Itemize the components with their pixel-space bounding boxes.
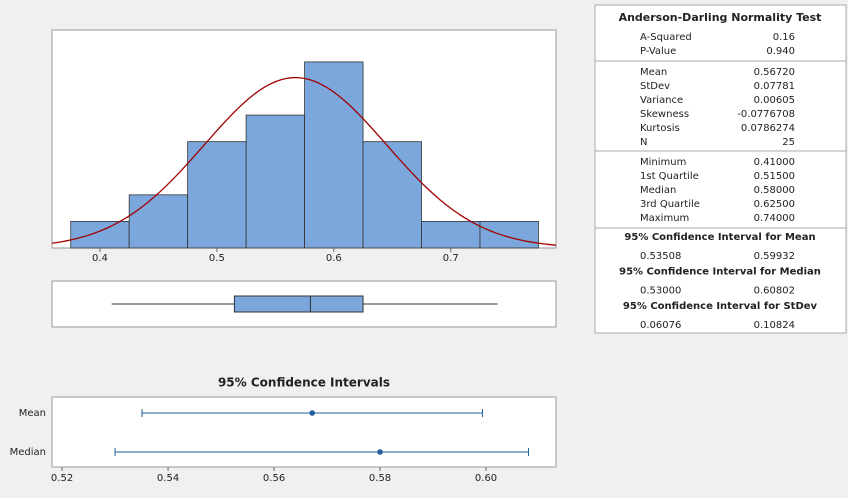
y-category-label: Mean: [19, 408, 46, 419]
x-tick-label: 0.4: [92, 253, 108, 264]
summary-table: [594, 4, 847, 334]
box: [233, 295, 364, 313]
stat-value: 0.00605: [754, 95, 795, 106]
histogram-bar: [362, 141, 422, 249]
stat-value: 0.62500: [754, 199, 795, 210]
x-tick-label: 0.7: [443, 253, 459, 264]
stat-label: Variance: [640, 95, 683, 106]
interval-heading: 95% Confidence Interval for Median: [619, 267, 821, 278]
histogram-bar: [479, 221, 539, 249]
histogram-bar: [245, 114, 305, 249]
interval-lower: 0.06076: [640, 320, 681, 331]
interval-upper: 0.60802: [754, 286, 795, 297]
interval-upper: 0.10824: [754, 320, 795, 331]
table-title: Anderson-Darling Normality Test: [619, 11, 822, 24]
x-tick-label: 0.54: [157, 473, 179, 484]
stat-value: 0.58000: [754, 185, 795, 196]
histogram-bar: [70, 221, 130, 249]
stat-label: Mean: [640, 67, 667, 78]
histogram-bar: [187, 141, 247, 249]
stat-value: 25: [782, 137, 795, 148]
stat-label: P-Value: [640, 46, 676, 57]
stat-label: N: [640, 137, 647, 148]
stat-value: 0.07781: [754, 81, 795, 92]
x-tick-label: 0.56: [263, 473, 285, 484]
x-tick-label: 0.60: [475, 473, 497, 484]
interval-title: 95% Confidence Intervals: [218, 376, 390, 390]
interval-lower: 0.53508: [640, 251, 681, 262]
stat-label: Minimum: [640, 157, 686, 168]
x-tick-label: 0.6: [326, 253, 342, 264]
estimate-point: [309, 410, 316, 416]
stat-label: Skewness: [640, 109, 689, 120]
stat-value: 0.51500: [754, 171, 795, 182]
histogram-bar: [128, 194, 189, 249]
stat-value: 0.74000: [754, 213, 795, 224]
histogram-bar: [421, 221, 481, 249]
stat-label: StDev: [640, 81, 670, 92]
stat-label: Median: [640, 185, 676, 196]
y-category-label: Median: [10, 447, 46, 458]
stat-value: 0.16: [773, 32, 795, 43]
stat-value: 0.0786274: [741, 123, 795, 134]
interval-lower: 0.53000: [640, 286, 681, 297]
x-tick-label: 0.5: [209, 253, 225, 264]
interval-heading: 95% Confidence Interval for StDev: [623, 301, 818, 312]
stat-value: 0.41000: [754, 157, 795, 168]
stat-label: 3rd Quartile: [640, 199, 700, 210]
estimate-point: [377, 449, 383, 455]
stat-label: 1st Quartile: [640, 171, 699, 182]
stat-label: A-Squared: [640, 32, 692, 43]
x-tick-label: 0.58: [369, 473, 391, 484]
interval-upper: 0.59932: [754, 251, 795, 262]
normal-fit-curve: [51, 76, 557, 246]
stat-value: -0.0776708: [737, 109, 795, 120]
x-tick-label: 0.52: [51, 473, 73, 484]
stat-label: Kurtosis: [640, 123, 680, 134]
stat-value: 0.940: [766, 46, 795, 57]
interval-frame: [51, 396, 557, 468]
stat-value: 0.56720: [754, 67, 795, 78]
histogram-bar: [304, 61, 364, 249]
stat-label: Maximum: [640, 213, 689, 224]
interval-heading: 95% Confidence Interval for Mean: [624, 232, 815, 243]
